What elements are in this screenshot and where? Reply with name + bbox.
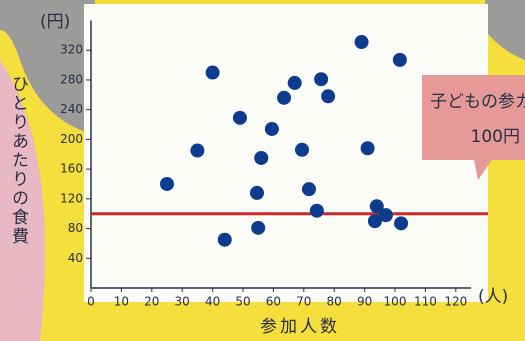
plot-paper — [84, 4, 488, 302]
point — [217, 232, 232, 247]
y-tick-label: 160 — [60, 162, 83, 176]
y-tick-label: 120 — [60, 191, 83, 205]
point — [264, 121, 279, 136]
gray-paper — [485, 0, 525, 60]
point — [309, 203, 324, 218]
x-tick-label: 30 — [175, 295, 190, 309]
point — [205, 65, 220, 80]
annotation: 子どもの参カ — [430, 92, 525, 112]
x-unit: (人) — [478, 287, 508, 307]
point — [360, 141, 375, 156]
x-tick-label: 90 — [357, 295, 372, 309]
y-tick-label: 40 — [68, 251, 83, 265]
y-tick-label: 80 — [68, 221, 83, 235]
point — [232, 110, 247, 125]
point — [249, 185, 264, 200]
point — [251, 220, 266, 235]
y-tick-label: 200 — [60, 132, 83, 146]
pink-paper — [0, 60, 45, 341]
y-tick-label: 280 — [60, 72, 83, 86]
point — [301, 182, 316, 197]
point — [394, 216, 409, 231]
point — [160, 176, 174, 191]
callout — [422, 75, 525, 180]
x-tick-label: 10 — [114, 295, 129, 309]
annotation: 100円 — [471, 127, 520, 147]
point — [190, 143, 205, 158]
point — [294, 142, 309, 157]
y-tick-label: 320 — [60, 43, 83, 57]
y-tick-label: 240 — [60, 102, 83, 116]
gray-paper — [0, 0, 95, 135]
x-tick-label: 70 — [296, 295, 311, 309]
x-tick-label: 40 — [205, 295, 220, 309]
point — [277, 90, 292, 105]
x-tick-label: 80 — [327, 295, 342, 309]
x-tick-label: 120 — [444, 295, 467, 309]
x-tick-label: 0 — [87, 295, 95, 309]
x-label: 参加人数 — [260, 317, 340, 337]
y-label: ひとりあたりの食費 — [8, 75, 29, 246]
point — [392, 52, 407, 67]
x-tick-label: 100 — [384, 295, 407, 309]
x-tick-label: 50 — [235, 295, 250, 309]
point — [287, 75, 302, 90]
point — [369, 199, 384, 214]
y-unit: (円) — [40, 12, 70, 32]
point — [367, 214, 382, 229]
x-tick-label: 60 — [266, 295, 281, 309]
point — [321, 89, 336, 104]
x-tick-label: 20 — [144, 295, 159, 309]
point — [314, 72, 329, 87]
x-tick-label: 110 — [414, 295, 437, 309]
point — [378, 208, 393, 223]
point — [354, 35, 369, 50]
point — [254, 150, 269, 165]
